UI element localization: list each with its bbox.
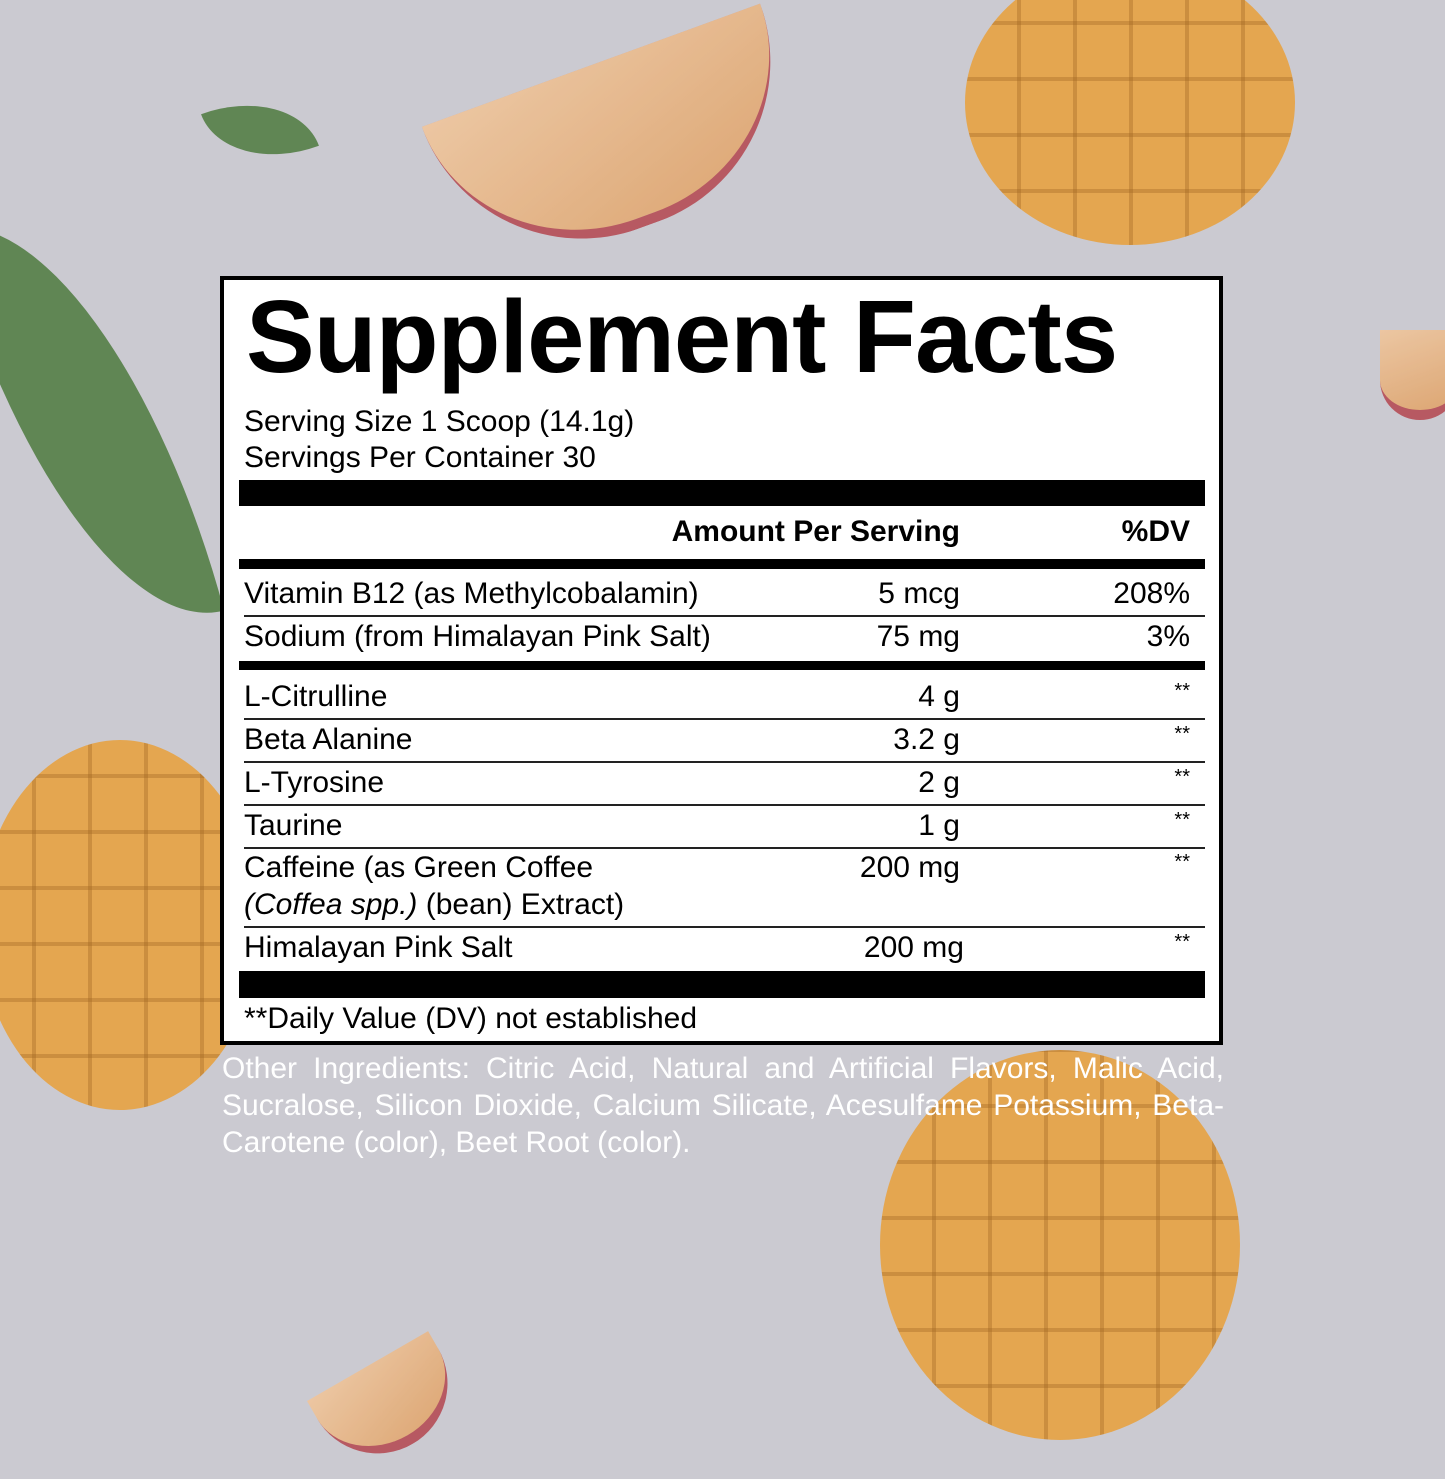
footnote: **Daily Value (DV) not established bbox=[244, 1002, 698, 1035]
nutrient-dv: 208% bbox=[1113, 577, 1190, 610]
peach-slice-image bbox=[1380, 330, 1445, 420]
ingredient-dv: ** bbox=[1174, 723, 1190, 745]
nutrient-name: Vitamin B12 (as Methylcobalamin) bbox=[244, 577, 699, 610]
supplement-facts-panel: Supplement Facts Serving Size 1 Scoop (1… bbox=[220, 276, 1223, 1045]
ingredient-amount: 200 mg bbox=[863, 931, 964, 964]
serving-size: Serving Size 1 Scoop (14.1g) bbox=[244, 405, 635, 438]
ingredient-name: L-Tyrosine bbox=[244, 766, 385, 799]
mango-image bbox=[880, 1050, 1240, 1440]
ingredient-dv: ** bbox=[1174, 851, 1190, 873]
divider-thin bbox=[244, 761, 1205, 763]
divider-thin bbox=[244, 926, 1205, 928]
divider-thick bbox=[239, 971, 1205, 998]
leaf-image bbox=[0, 185, 225, 655]
divider-thin bbox=[244, 718, 1205, 720]
ingredient-amount: 200 mg bbox=[859, 851, 960, 884]
peach-slice-image bbox=[421, 3, 819, 287]
peach-slice-image bbox=[306, 1331, 474, 1479]
nutrient-amount: 5 mcg bbox=[878, 577, 960, 610]
ingredient-dv: ** bbox=[1174, 766, 1190, 788]
ingredient-amount: 1 g bbox=[918, 809, 960, 842]
ingredient-name: Himalayan Pink Salt bbox=[244, 931, 513, 964]
mango-image bbox=[965, 0, 1295, 245]
divider-thin bbox=[244, 615, 1205, 617]
leaf-image bbox=[201, 80, 319, 180]
servings-per-container: Servings Per Container 30 bbox=[244, 441, 596, 474]
ingredient-name: Beta Alanine bbox=[244, 723, 413, 756]
extract-part: (bean) Extract) bbox=[417, 888, 625, 921]
amount-header: Amount Per Serving bbox=[671, 515, 960, 548]
ingredient-dv: ** bbox=[1174, 680, 1190, 702]
ingredient-dv: ** bbox=[1174, 809, 1190, 831]
ingredient-amount: 4 g bbox=[918, 680, 960, 713]
divider-thin bbox=[244, 847, 1205, 849]
nutrient-dv: 3% bbox=[1146, 620, 1190, 653]
divider-medium bbox=[239, 661, 1205, 670]
divider-thin bbox=[244, 804, 1205, 806]
ingredient-amount: 3.2 g bbox=[893, 723, 960, 756]
ingredient-name: Caffeine (as Green Coffee bbox=[244, 851, 594, 884]
mango-image bbox=[0, 740, 260, 1110]
other-ingredients: Other Ingredients: Citric Acid, Natural … bbox=[222, 1052, 1224, 1159]
ingredient-name: Taurine bbox=[244, 809, 343, 842]
ingredient-dv: ** bbox=[1174, 931, 1190, 953]
panel-title: Supplement Facts bbox=[246, 279, 1118, 394]
divider-medium bbox=[239, 559, 1205, 569]
ingredient-name-line2: (Coffea spp.) (bean) Extract) bbox=[244, 887, 624, 923]
nutrient-amount: 75 mg bbox=[876, 620, 960, 653]
divider-thick bbox=[239, 480, 1205, 506]
ingredient-amount: 2 g bbox=[918, 766, 960, 799]
species-name: (Coffea spp.) bbox=[244, 888, 418, 921]
dv-header: %DV bbox=[1121, 515, 1190, 548]
nutrient-name: Sodium (from Himalayan Pink Salt) bbox=[244, 620, 711, 653]
ingredient-name: L-Citrulline bbox=[244, 680, 388, 713]
